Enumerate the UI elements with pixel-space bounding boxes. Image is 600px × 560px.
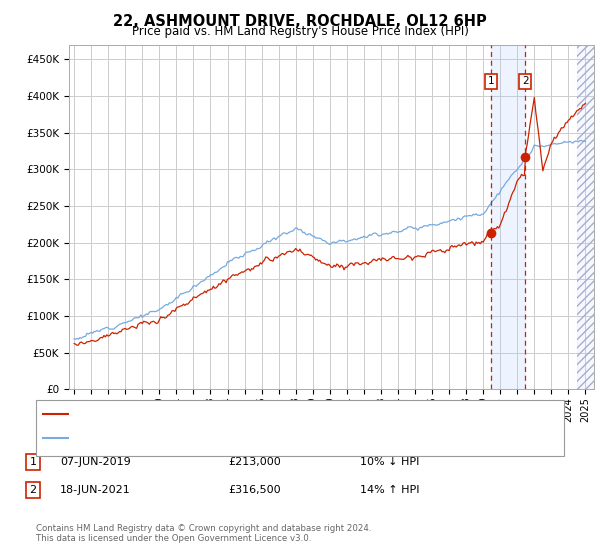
Text: Price paid vs. HM Land Registry's House Price Index (HPI): Price paid vs. HM Land Registry's House … xyxy=(131,25,469,38)
Bar xyxy=(577,45,594,389)
Text: 22, ASHMOUNT DRIVE, ROCHDALE, OL12 6HP: 22, ASHMOUNT DRIVE, ROCHDALE, OL12 6HP xyxy=(113,14,487,29)
Text: 10% ↓ HPI: 10% ↓ HPI xyxy=(360,457,419,467)
Text: 1: 1 xyxy=(29,457,37,467)
Text: 14% ↑ HPI: 14% ↑ HPI xyxy=(360,485,419,495)
Bar xyxy=(577,45,594,389)
Text: 1: 1 xyxy=(487,76,494,86)
Text: Contains HM Land Registry data © Crown copyright and database right 2024.
This d: Contains HM Land Registry data © Crown c… xyxy=(36,524,371,543)
Text: £213,000: £213,000 xyxy=(228,457,281,467)
Text: 07-JUN-2019: 07-JUN-2019 xyxy=(60,457,131,467)
Text: 18-JUN-2021: 18-JUN-2021 xyxy=(60,485,131,495)
Text: 22, ASHMOUNT DRIVE, ROCHDALE, OL12 6HP (detached house): 22, ASHMOUNT DRIVE, ROCHDALE, OL12 6HP (… xyxy=(75,409,407,419)
Text: £316,500: £316,500 xyxy=(228,485,281,495)
Text: HPI: Average price, detached house, Rochdale: HPI: Average price, detached house, Roch… xyxy=(75,433,316,444)
Text: 2: 2 xyxy=(29,485,37,495)
Bar xyxy=(491,45,525,389)
Text: 2: 2 xyxy=(522,76,529,86)
